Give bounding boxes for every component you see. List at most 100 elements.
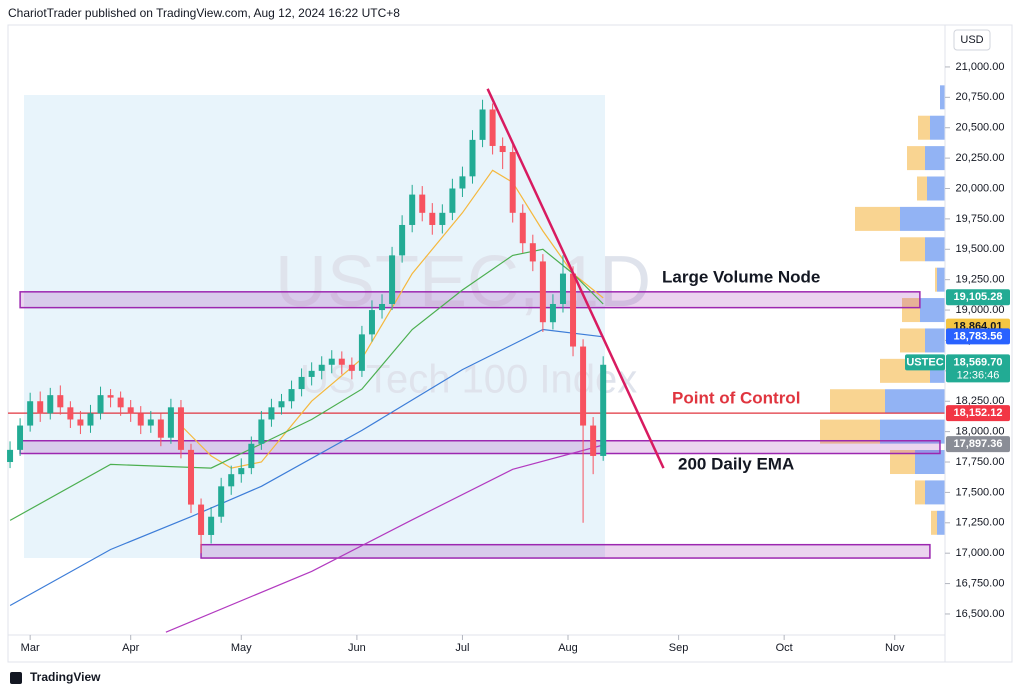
candle-body	[358, 334, 365, 371]
volume-orange	[931, 510, 937, 535]
x-tick-label: Mar	[21, 642, 40, 654]
candle-body	[509, 152, 516, 213]
annotation: Point of Control	[672, 388, 800, 407]
y-tick-label: 19,250.00	[956, 274, 1005, 286]
moving-average	[9, 328, 604, 607]
price-tag-label: 19,105.28	[954, 291, 1003, 303]
x-tick-label: Jun	[348, 642, 366, 654]
y-tick-label: 20,000.00	[956, 182, 1005, 194]
y-tick-label: 16,500.00	[956, 608, 1005, 620]
candle-body	[580, 346, 587, 426]
volume-orange	[830, 389, 885, 414]
y-tick-label: 19,750.00	[956, 213, 1005, 225]
candle-body	[499, 145, 506, 153]
candle-body	[338, 358, 345, 365]
y-tick-label: 21,000.00	[956, 61, 1005, 73]
volume-orange	[935, 267, 937, 292]
price-axis: 16,500.00 16,750.00 17,000.00 17,250.00 17,5…	[21, 61, 1010, 654]
candle-body	[67, 407, 74, 420]
volume-orange	[918, 115, 930, 140]
y-tick-label: 17,750.00	[956, 456, 1005, 468]
volume-blue	[930, 115, 945, 140]
volume-orange	[915, 480, 925, 505]
x-tick-label: Sep	[669, 642, 689, 654]
candle-body	[539, 261, 546, 323]
candle-body	[429, 212, 436, 225]
symbol-tag-label: USTEC	[906, 356, 943, 368]
y-tick-label: 19,500.00	[956, 243, 1005, 255]
candle-body	[328, 358, 335, 365]
candle-body	[258, 419, 265, 444]
brand-logo: TradingView	[10, 670, 101, 684]
candle-body	[399, 224, 406, 256]
volume-orange	[820, 419, 880, 444]
y-tick-label: 17,000.00	[956, 547, 1005, 559]
candle-body	[559, 273, 566, 304]
volume-blue	[885, 389, 945, 414]
volume-orange	[907, 146, 925, 171]
candle-body	[17, 425, 24, 450]
candle-body	[449, 188, 456, 213]
candle-body	[248, 443, 255, 469]
volume-blue	[937, 510, 945, 535]
zone	[200, 543, 931, 559]
x-tick-label: Oct	[776, 642, 793, 654]
y-tick-label: 16,750.00	[956, 577, 1005, 589]
volume-orange	[900, 328, 925, 353]
candle-body	[198, 504, 205, 535]
price-tag-label: 18,783.56	[954, 330, 1003, 342]
candle-body	[167, 407, 174, 438]
volume-blue	[925, 480, 945, 505]
volume-orange	[900, 237, 925, 262]
volume-orange	[917, 176, 927, 201]
candle-body	[409, 194, 416, 225]
zone	[19, 291, 921, 309]
volume-blue	[925, 328, 945, 353]
candle-body	[77, 419, 84, 426]
volume-blue	[925, 146, 945, 171]
candle-body	[549, 303, 556, 323]
candle-body	[57, 395, 64, 408]
candle-body	[177, 407, 184, 450]
candle-body	[570, 273, 577, 347]
moving-average	[9, 248, 604, 521]
price-tag	[946, 436, 1010, 453]
volume-blue	[937, 267, 945, 292]
candle-body	[147, 419, 154, 426]
volume-blue	[925, 237, 945, 262]
volume-blue	[880, 419, 945, 444]
candle-body	[600, 364, 607, 456]
x-tick-label: Aug	[558, 642, 578, 654]
volume-blue	[927, 176, 945, 201]
candle-body	[107, 395, 114, 398]
candle-body	[7, 449, 14, 463]
price-tag-label: 18,569.70	[954, 356, 1003, 368]
price-tag	[946, 289, 1010, 306]
candle-body	[97, 395, 104, 414]
y-tick-label: 19,000.00	[956, 304, 1005, 316]
symbol-tag	[905, 354, 945, 371]
volume-blue	[900, 206, 945, 231]
candle-body	[489, 109, 496, 146]
y-tick-label: 17,250.00	[956, 517, 1005, 529]
candle-body	[529, 243, 536, 262]
candle-body	[127, 407, 134, 414]
candle-body	[218, 486, 225, 517]
trendline	[486, 88, 665, 469]
candle-body	[87, 413, 94, 426]
x-tick-label: Jul	[455, 642, 469, 654]
candle-body	[419, 194, 426, 213]
candle-body	[590, 425, 597, 456]
candle-body	[238, 468, 245, 475]
zone	[19, 439, 941, 455]
volume-blue	[940, 85, 945, 110]
candle-body	[288, 389, 295, 402]
candle-body	[298, 376, 305, 390]
y-tick-label: 20,750.00	[956, 91, 1005, 103]
candle-body	[459, 176, 466, 189]
y-tick-label: 18,250.00	[956, 395, 1005, 407]
price-tag-label: 17,897.36	[954, 438, 1003, 450]
candle-body	[37, 401, 44, 414]
annotation: 200 Daily EMA	[678, 454, 794, 473]
watermark: USTEC, 1D	[275, 242, 651, 322]
